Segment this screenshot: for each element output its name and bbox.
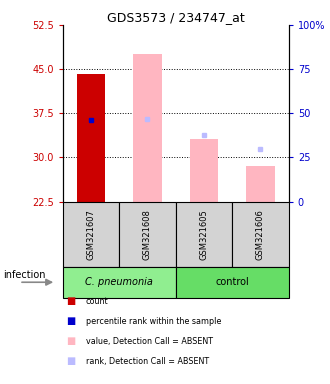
Text: value, Detection Call = ABSENT: value, Detection Call = ABSENT	[86, 337, 213, 346]
Text: percentile rank within the sample: percentile rank within the sample	[86, 317, 221, 326]
Bar	[247, 166, 275, 202]
Bar	[119, 202, 176, 267]
Text: ■: ■	[66, 296, 75, 306]
Bar	[190, 139, 218, 202]
Bar	[232, 202, 289, 267]
Bar	[63, 202, 119, 267]
Bar	[63, 267, 176, 298]
Text: rank, Detection Call = ABSENT: rank, Detection Call = ABSENT	[86, 357, 209, 366]
Text: ■: ■	[66, 336, 75, 346]
Bar	[133, 55, 162, 202]
Title: GDS3573 / 234747_at: GDS3573 / 234747_at	[107, 11, 245, 24]
Text: GSM321608: GSM321608	[143, 209, 152, 260]
Bar	[176, 202, 232, 267]
Text: C. pneumonia: C. pneumonia	[85, 277, 153, 287]
Text: control: control	[215, 277, 249, 287]
Bar	[77, 74, 105, 202]
Text: GSM321607: GSM321607	[86, 209, 95, 260]
Text: ■: ■	[66, 316, 75, 326]
Text: infection: infection	[3, 270, 46, 280]
Text: GSM321606: GSM321606	[256, 209, 265, 260]
Text: ■: ■	[66, 356, 75, 366]
Text: GSM321605: GSM321605	[199, 209, 209, 260]
Bar	[176, 267, 289, 298]
Text: count: count	[86, 297, 109, 306]
